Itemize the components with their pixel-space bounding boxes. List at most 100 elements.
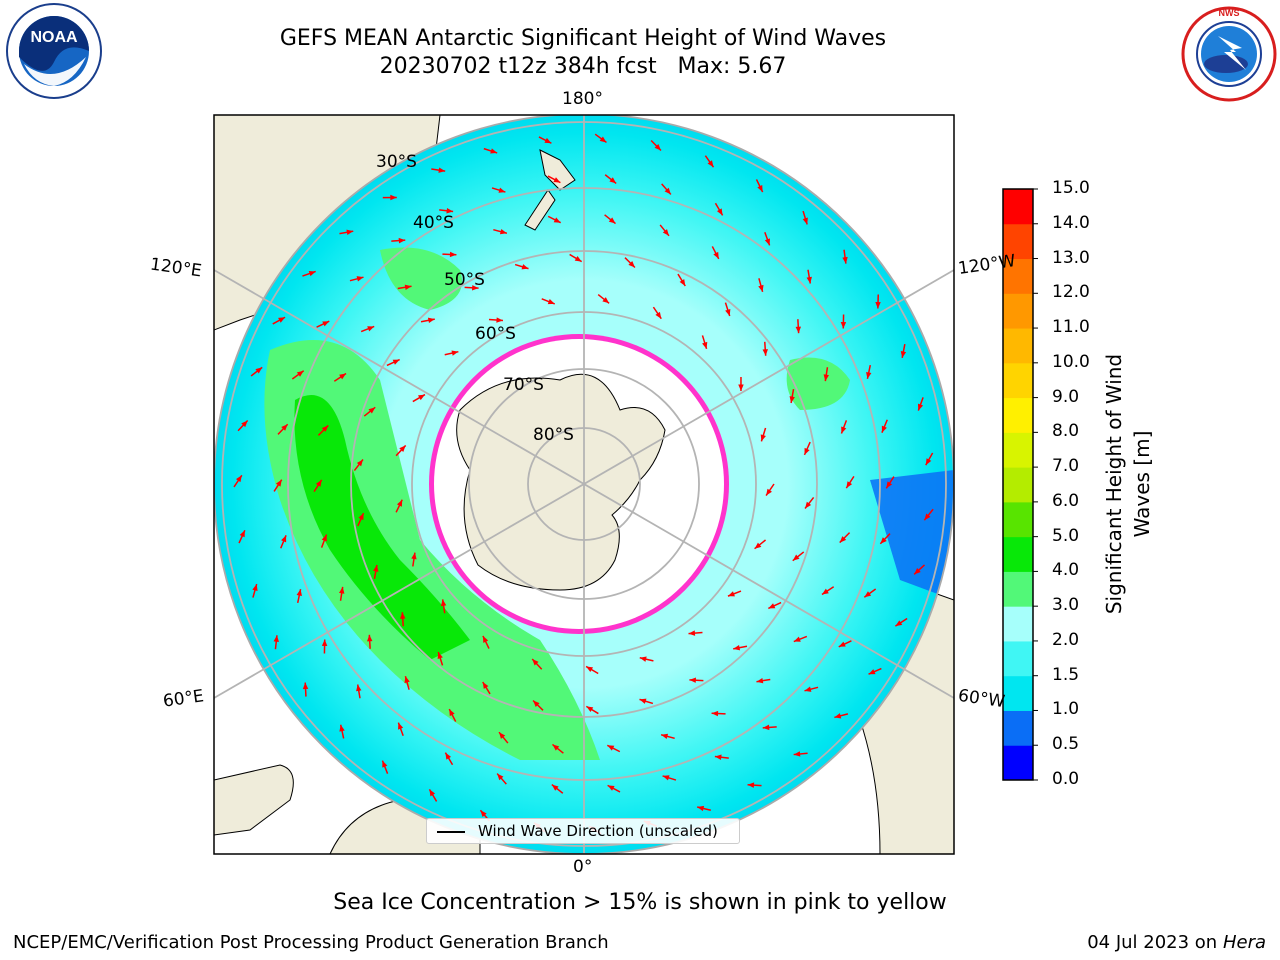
- wind-wave-arrow-head: [639, 656, 647, 662]
- wind-wave-arrow-head: [449, 251, 457, 258]
- land-antarctica: [456, 373, 666, 591]
- wind-wave-arrow-head: [707, 160, 714, 168]
- wind-wave-arrow-head: [655, 311, 662, 319]
- wind-wave-arrow-head: [766, 488, 772, 496]
- chart-title: GEFS MEAN Antarctic Significant Height o…: [279, 26, 887, 51]
- graticule: [214, 115, 954, 854]
- wind-wave-arrow-head: [838, 641, 846, 647]
- lat-label-30s: 30°S: [376, 152, 417, 172]
- wind-wave-arrow-head: [449, 709, 455, 717]
- colorbar-segment: [1003, 432, 1033, 468]
- land-africa: [214, 764, 294, 836]
- wind-wave-arrow-head: [239, 530, 245, 538]
- wind-wave-arrow-head: [925, 458, 932, 466]
- wind-wave-arrow-head: [255, 367, 263, 374]
- colorbar-segment: [1003, 223, 1033, 260]
- machine-name: Hera: [1222, 932, 1266, 953]
- colorbar-tick-label: 2.0: [1052, 629, 1080, 650]
- nws-logo: NWS: [1181, 6, 1277, 102]
- wind-wave-arrow-head: [392, 359, 400, 365]
- wind-wave-arrow-head: [356, 276, 364, 282]
- wind-wave-arrow-head: [553, 177, 561, 183]
- wind-wave-arrow-head: [482, 635, 489, 643]
- wind-wave-arrow-head: [451, 350, 459, 356]
- wind-wave-arrow-head: [547, 298, 555, 305]
- wind-wave-arrow-head: [688, 630, 696, 636]
- wind-wave-arrow-head: [725, 309, 731, 316]
- colorbar-tick-label: 8.0: [1052, 421, 1080, 442]
- wind-wave-arrow-head: [321, 639, 328, 646]
- wind-wave-arrow-head: [322, 321, 330, 327]
- wind-wave-arrow-head: [754, 542, 762, 549]
- wind-wave-arrow-head: [315, 479, 322, 487]
- wind-wave-arrow-head: [339, 724, 345, 732]
- branch-credit: NCEP/EMC/Verification Post Processing Pr…: [13, 932, 609, 953]
- wind-wave-arrow-head: [599, 136, 607, 143]
- lon-label-0: 0°: [573, 857, 593, 877]
- wind-wave-arrow-head: [390, 194, 397, 201]
- wind-wave-arrow-head: [482, 681, 489, 689]
- wind-wave-arrow-head: [702, 341, 708, 349]
- colorbar-tick-label: 3.0: [1052, 595, 1080, 616]
- wind-wave-arrow-head: [738, 384, 744, 391]
- colorbar-segment: [1003, 745, 1033, 781]
- wind-wave-arrow-head: [308, 271, 316, 277]
- legend-line-icon: [437, 831, 465, 833]
- wind-wave-arrow-head: [321, 534, 327, 542]
- wind-wave-arrow-head: [399, 445, 406, 453]
- wind-wave-arrow-head: [757, 185, 763, 193]
- wind-wave-arrow-head: [914, 567, 921, 575]
- colorbar-segment: [1003, 189, 1033, 225]
- wind-wave-arrow-head: [602, 297, 610, 304]
- wind-wave-arrow-head: [404, 676, 410, 684]
- wind-wave-arrow-head: [875, 301, 881, 309]
- svg-text:NOAA: NOAA: [30, 29, 78, 46]
- lat-label-50s: 50°S: [444, 270, 485, 290]
- wind-wave-arrow-head: [586, 666, 594, 673]
- colorbar-tick-label: 0.5: [1052, 734, 1080, 755]
- colorbar-tick-label: 7.0: [1052, 456, 1080, 477]
- wind-wave-arrow-head: [498, 187, 506, 193]
- wind-wave-arrow-head: [532, 658, 539, 666]
- land-new-zealand: [539, 149, 576, 191]
- wind-wave-arrow-head: [400, 612, 406, 619]
- wind-wave-arrow-head: [296, 370, 304, 377]
- wind-wave-arrow-head: [356, 459, 363, 467]
- wind-wave-arrow-head: [302, 682, 309, 690]
- colorbar-tick-label: 6.0: [1052, 490, 1080, 511]
- wind-wave-arrow-head: [664, 187, 671, 195]
- wind-wave-arrow-head: [552, 744, 560, 751]
- colorbar-tick-label: 4.0: [1052, 560, 1080, 581]
- wind-wave-arrow-head: [609, 177, 617, 184]
- colorbar-tick-label: 1.0: [1052, 699, 1080, 720]
- colorbar-segment: [1003, 362, 1033, 399]
- wind-wave-arrow-head: [864, 591, 872, 598]
- wind-wave-arrow-head: [900, 351, 907, 358]
- wind-wave-arrow-head: [839, 536, 847, 543]
- wind-wave-arrow-head: [747, 782, 755, 788]
- wind-wave-arrow-head: [496, 317, 503, 323]
- wind-wave-arrow-head: [792, 554, 800, 561]
- wind-wave-arrow-head: [716, 208, 723, 216]
- wind-wave-arrow-head: [802, 217, 808, 225]
- wind-wave-arrow-head: [793, 751, 801, 757]
- wind-wave-arrow-head: [574, 255, 582, 262]
- date-text: 04 Jul 2023 on: [1087, 932, 1223, 953]
- colorbar-segment: [1003, 501, 1033, 538]
- wind-wave-arrow-head: [608, 217, 616, 224]
- wind-wave-arrow-head: [373, 565, 379, 572]
- wind-wave-arrow-head: [821, 588, 829, 595]
- colorbar-tick-label: 15.0: [1052, 178, 1090, 198]
- svg-text:NWS: NWS: [1219, 8, 1240, 18]
- wind-wave-arrow-head: [880, 537, 887, 544]
- colorbar-segment: [1003, 536, 1033, 572]
- wind-wave-arrow-head: [499, 228, 507, 235]
- colorbar-segment: [1003, 397, 1033, 433]
- wind-wave-arrow-head: [834, 713, 842, 719]
- legend-label: Wind Wave Direction (unscaled): [478, 822, 718, 840]
- wind-wave-arrow-head: [661, 733, 669, 740]
- colorbar-tick-label: 5.0: [1052, 525, 1080, 546]
- lon-label-180: 180°: [562, 89, 603, 109]
- date-credit: 04 Jul 2023 on Hera: [1087, 932, 1266, 953]
- wind-wave-arrow-head: [917, 403, 924, 411]
